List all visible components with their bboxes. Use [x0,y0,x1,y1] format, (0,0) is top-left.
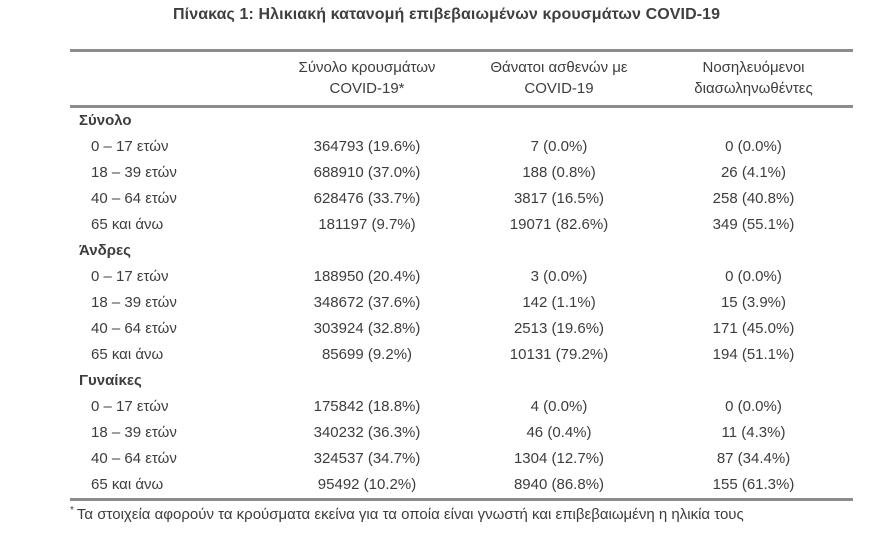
cases-value: 85699 (9.2%) [321,346,413,363]
header-empty-cell [70,57,270,99]
cases-value: 303924 (32.8%) [313,320,421,337]
table-header-row: Σύνολο κρουσμάτων COVID-19* Θάνατοι ασθε… [70,52,853,105]
cases-value: 364793 (19.6%) [313,138,421,155]
table-row: 0 – 17 ετών 364793 (19.6%) 7 (0.0%) 0 (0… [70,134,853,160]
deaths-value: 8940 (86.8%) [513,476,605,493]
cases-value: 688910 (37.0%) [313,164,421,181]
section-label: Άνδρες [79,242,131,259]
cases-value: 188950 (20.4%) [313,268,421,285]
deaths-value: 1304 (12.7%) [513,450,605,467]
header-total-cases-label: Σύνολο κρουσμάτων COVID-19* [298,59,436,97]
deaths-value: 4 (0.0%) [530,398,588,415]
cases-value: 95492 (10.2%) [317,476,417,493]
cases-value: 175842 (18.8%) [313,398,421,415]
cases-value: 348672 (37.6%) [313,294,421,311]
header-total-cases: Σύνολο κρουσμάτων COVID-19* [270,57,464,99]
bottom-rule [70,498,853,501]
header-deaths-label: Θάνατοι ασθενών με COVID-19 [490,59,628,97]
intubated-value: 26 (4.1%) [720,164,787,181]
deaths-value: 10131 (79.2%) [509,346,609,363]
cases-value: 628476 (33.7%) [313,190,421,207]
header-intubated-label: Νοσηλευόμενοι διασωληνωθέντες [694,59,813,97]
intubated-value: 194 (51.1%) [712,346,795,363]
table-row: 40 – 64 ετών 303924 (32.8%) 2513 (19.6%)… [70,316,853,342]
table-row: 18 – 39 ετών 348672 (37.6%) 142 (1.1%) 1… [70,290,853,316]
table-row: 0 – 17 ετών 188950 (20.4%) 3 (0.0%) 0 (0… [70,264,853,290]
header-deaths: Θάνατοι ασθενών με COVID-19 [464,57,654,99]
intubated-value: 171 (45.0%) [712,320,795,337]
deaths-value: 188 (0.8%) [522,164,596,181]
age-group-label: 40 – 64 ετών [91,450,177,467]
table-title: Πίνακας 1: Ηλικιακή κατανομή επιβεβαιωμέ… [173,6,721,23]
intubated-value: 15 (3.9%) [720,294,787,311]
cases-value: 340232 (36.3%) [313,424,421,441]
age-group-label: 0 – 17 ετών [91,138,169,155]
intubated-value: 0 (0.0%) [725,398,782,415]
table-row: 0 – 17 ετών 175842 (18.8%) 4 (0.0%) 0 (0… [70,394,853,420]
top-rule [70,49,853,52]
deaths-value: 3 (0.0%) [530,268,588,285]
age-group-label: 40 – 64 ετών [91,190,177,207]
table-row: 18 – 39 ετών 688910 (37.0%) 188 (0.8%) 2… [70,160,853,186]
intubated-value: 0 (0.0%) [725,268,782,285]
table-footnote: * Τα στοιχεία αφορούν τα κρούσματα εκείνα… [70,505,853,525]
table-row: 65 και άνω 95492 (10.2%) 8940 (86.8%) 15… [70,472,853,498]
footnote-text: Τα στοιχεία αφορούν τα κρούσματα εκείνα … [76,506,744,523]
header-intubated: Νοσηλευόμενοι διασωληνωθέντες [654,57,853,99]
intubated-value: 11 (4.3%) [721,424,786,441]
section-row-men: Άνδρες [70,238,853,264]
section-label: Σύνολο [79,112,132,129]
intubated-value: 87 (34.4%) [716,450,791,467]
deaths-value: 46 (0.4%) [526,424,592,441]
age-group-label: 18 – 39 ετών [91,164,177,181]
age-group-label: 40 – 64 ετών [91,320,177,337]
intubated-value: 258 (40.8%) [712,190,795,207]
section-label: Γυναίκες [79,372,142,389]
deaths-value: 142 (1.1%) [522,294,596,311]
age-group-label: 0 – 17 ετών [91,268,169,285]
age-group-label: 65 και άνω [91,216,164,233]
age-group-label: 65 και άνω [91,476,164,493]
table-row: 65 και άνω 181197 (9.7%) 19071 (82.6%) 3… [70,212,853,238]
intubated-value: 349 (55.1%) [712,216,795,233]
deaths-value: 2513 (19.6%) [513,320,605,337]
table-body: Σύνολο 0 – 17 ετών 364793 (19.6%) 7 (0.0… [70,108,853,498]
covid-age-distribution-table: Σύνολο κρουσμάτων COVID-19* Θάνατοι ασθε… [70,49,853,525]
section-row-total: Σύνολο [70,108,853,134]
footnote-marker: * [70,505,74,516]
header-rule [70,105,853,108]
age-group-label: 18 – 39 ετών [91,424,177,441]
cases-value: 181197 (9.7%) [318,216,416,233]
intubated-value: 0 (0.0%) [725,138,782,155]
age-group-label: 18 – 39 ετών [91,294,177,311]
table-row: 40 – 64 ετών 324537 (34.7%) 1304 (12.7%)… [70,446,853,472]
intubated-value: 155 (61.3%) [712,476,795,493]
table-row: 65 και άνω 85699 (9.2%) 10131 (79.2%) 19… [70,342,853,368]
cases-value: 324537 (34.7%) [313,450,421,467]
deaths-value: 7 (0.0%) [530,138,588,155]
table-row: 18 – 39 ετών 340232 (36.3%) 46 (0.4%) 11… [70,420,853,446]
section-row-women: Γυναίκες [70,368,853,394]
age-group-label: 65 και άνω [91,346,164,363]
age-group-label: 0 – 17 ετών [91,398,169,415]
table-row: 40 – 64 ετών 628476 (33.7%) 3817 (16.5%)… [70,186,853,212]
deaths-value: 19071 (82.6%) [509,216,609,233]
deaths-value: 3817 (16.5%) [513,190,605,207]
